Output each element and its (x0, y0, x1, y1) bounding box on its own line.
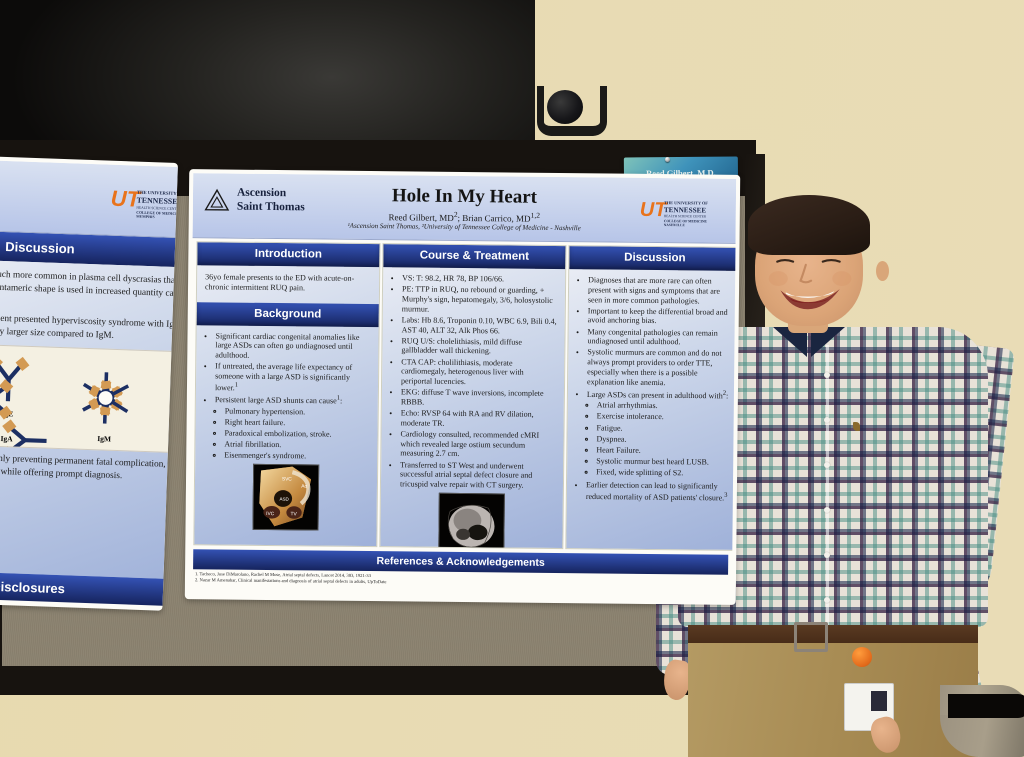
svg-text:THE UNIVERSITY OF: THE UNIVERSITY OF (664, 200, 708, 205)
svg-text:IVC: IVC (266, 511, 275, 517)
svg-text:IgM: IgM (97, 434, 111, 443)
svg-text:TV: TV (290, 511, 297, 517)
svg-text:SVC: SVC (282, 477, 293, 483)
svg-text:HEALTH SCIENCE CENTER: HEALTH SCIENCE CENTER (664, 214, 707, 218)
svg-text:TENNESSEE: TENNESSEE (137, 196, 178, 207)
svg-text:MEMPHIS: MEMPHIS (136, 215, 155, 220)
svg-text:Ao: Ao (301, 484, 307, 490)
svg-text:IgA: IgA (0, 434, 13, 443)
svg-text:ASD: ASD (280, 497, 290, 502)
